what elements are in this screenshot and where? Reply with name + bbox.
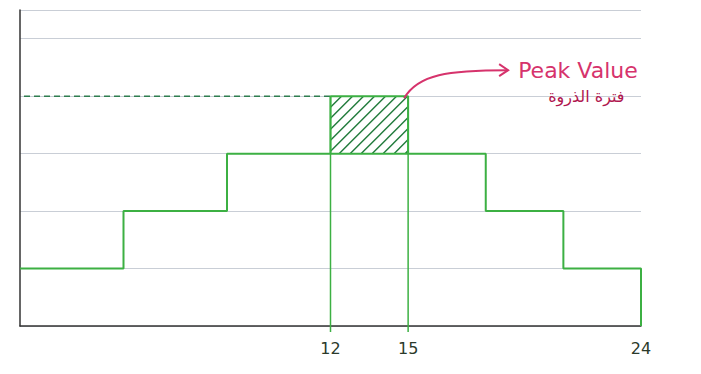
- svg-text:فترة الذروة: فترة الذروة: [548, 87, 624, 107]
- svg-text:12: 12: [320, 339, 340, 358]
- svg-text:15: 15: [398, 339, 418, 358]
- svg-text:Peak Value: Peak Value: [518, 58, 638, 83]
- svg-text:24: 24: [631, 339, 651, 358]
